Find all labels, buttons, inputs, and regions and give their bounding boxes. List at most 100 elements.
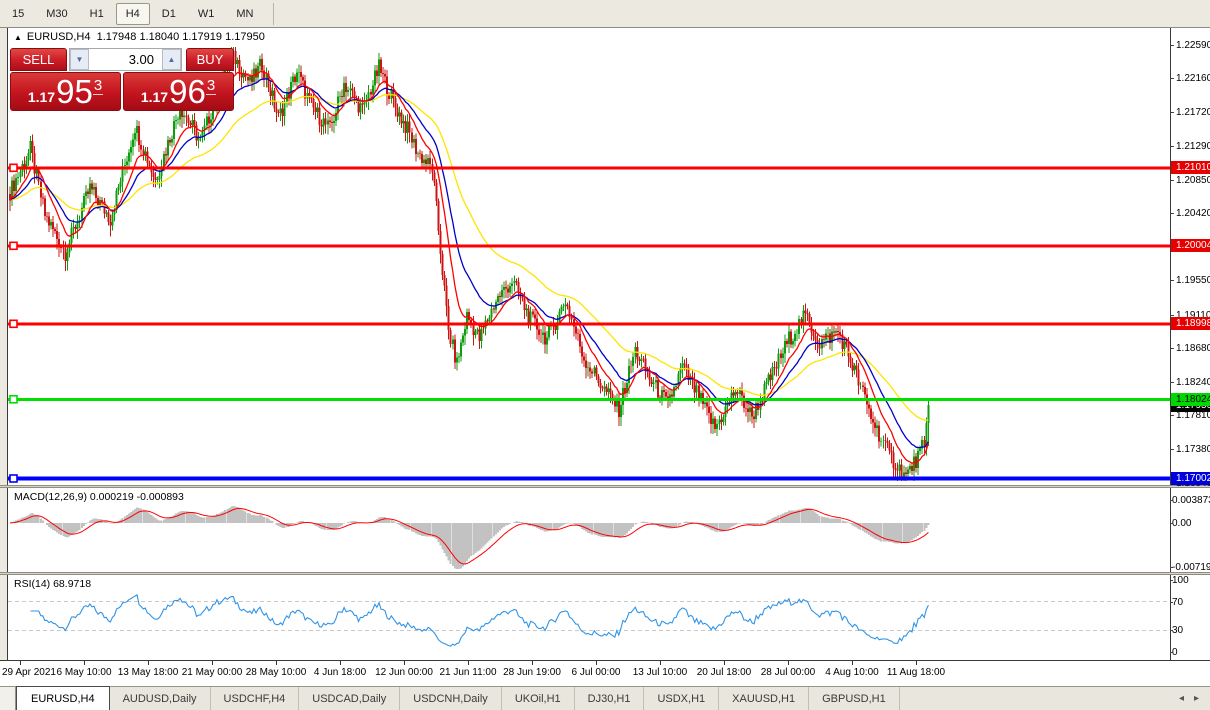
time-axis-tick-mark: [596, 661, 597, 665]
time-axis-tick-mark: [404, 661, 405, 665]
buy-price-big: 96: [169, 73, 206, 110]
line-handle-1.18024: [9, 394, 18, 404]
macd-indicator-canvas[interactable]: [8, 489, 1170, 571]
rsi-panel-separator[interactable]: [0, 572, 1210, 575]
chart-tab-usdcad-daily[interactable]: USDCAD,Daily: [299, 687, 401, 710]
macd-axis-label: 0.003873: [1170, 494, 1210, 507]
candles-down-bodies: [9, 50, 926, 479]
sell-button[interactable]: SELL: [10, 48, 67, 71]
time-axis-tick-mark: [916, 661, 917, 665]
time-axis-tick-mark: [532, 661, 533, 665]
chart-tab-usdx-h1[interactable]: USDX,H1: [644, 687, 720, 710]
price-axis-tick: 1.18680: [1171, 342, 1210, 355]
timeframe-toolbar: 15 M30 H1 H4 D1 W1 MN: [0, 0, 1210, 28]
timeframe-button-h4[interactable]: H4: [115, 3, 150, 25]
ma-line-fast: [9, 70, 930, 465]
time-axis-label: 21 Jun 11:00: [439, 667, 497, 678]
timeframe-button-15[interactable]: 15: [12, 8, 25, 20]
time-axis-label: 29 Apr 2021: [2, 667, 56, 678]
ma-line-medium: [9, 78, 929, 449]
candles-down-wicks: [9, 46, 925, 481]
time-axis-tick-mark: [276, 661, 277, 665]
time-axis[interactable]: 29 Apr 2021 6 May 10:00 13 May 18:00 21 May…: [0, 661, 1210, 686]
line-handle-1.18998: [9, 319, 18, 329]
time-axis-label: 11 Aug 18:00: [886, 667, 946, 678]
price-axis-tick: 1.22590: [1171, 39, 1210, 52]
time-axis-label: 4 Aug 10:00: [825, 667, 879, 678]
toolbar-separator: [273, 3, 275, 25]
tab-bar-stub: [0, 687, 16, 710]
timeframe-button-m30[interactable]: M30: [46, 8, 68, 20]
sell-price-prefix: 1.17: [27, 88, 56, 105]
time-axis-label: 6 May 10:00: [56, 667, 112, 678]
rsi-axis-label: 70: [1169, 596, 1184, 608]
time-axis-border: [0, 660, 1210, 661]
timeframe-button-d1[interactable]: D1: [161, 8, 176, 20]
one-click-trading-panel: SELL ▼ ▲ BUY 1.17 95 3 1.17 96 3: [10, 48, 234, 111]
time-axis-tick-mark: [20, 661, 21, 665]
price-axis-tick: 1.20420: [1171, 207, 1210, 220]
time-axis-label: 6 Jul 00:00: [571, 667, 621, 678]
macd-panel-separator[interactable]: [0, 485, 1210, 488]
volume-increase-button[interactable]: ▲: [162, 49, 181, 70]
chart-tab-xauusd-h1[interactable]: XAUUSD,H1: [719, 687, 810, 710]
rsi-line: [30, 594, 929, 647]
chart-tab-audusd-daily[interactable]: AUDUSD,Daily: [110, 687, 211, 710]
chart-tab-gbpusd-h1[interactable]: GBPUSD,H1: [809, 687, 900, 710]
price-level-label-1.20004: 1.20004: [1171, 239, 1210, 253]
time-axis-tick-mark: [788, 661, 789, 665]
price-axis-tick: 1.21290: [1171, 140, 1210, 153]
time-axis-tick-mark: [148, 661, 149, 665]
timeframe-button-mn[interactable]: MN: [236, 8, 254, 20]
line-handle-1.2101: [9, 163, 18, 173]
timeframe-button-h1[interactable]: H1: [89, 8, 104, 20]
price-axis[interactable]: 1.22590 1.22160 1.21720 1.21290 1.20850 1.204…: [1171, 28, 1210, 486]
volume-input[interactable]: [89, 49, 162, 70]
timeframe-button-w1[interactable]: W1: [197, 8, 215, 20]
sell-price-big: 95: [56, 73, 93, 110]
time-axis-label: 28 Jun 19:00: [503, 667, 561, 678]
buy-price-prefix: 1.17: [140, 88, 169, 105]
price-axis-tick: 1.21720: [1171, 106, 1210, 119]
chart-tab-ukoil-h1[interactable]: UKOil,H1: [502, 687, 575, 710]
chart-tab-eurusd-h4[interactable]: EURUSD,H4: [16, 686, 110, 710]
tab-scroll-right-icon[interactable]: ▸: [1193, 693, 1199, 704]
price-axis-tick: 1.18240: [1171, 376, 1210, 389]
chart-tab-bar: EURUSD,H4 AUDUSD,Daily USDCHF,H4 USDCAD,Dai…: [0, 686, 1210, 710]
time-axis-tick-mark: [468, 661, 469, 665]
line-handle-1.17002: [9, 474, 18, 483]
time-axis-label: 13 Jul 10:00: [632, 667, 688, 678]
volume-spinner: ▼ ▲: [69, 48, 182, 71]
chart-tab-usdcnh-daily[interactable]: USDCNH,Daily: [400, 687, 502, 710]
chart-tab-usdchf-h4[interactable]: USDCHF,H4: [211, 687, 300, 710]
price-axis-tick: 1.17380: [1171, 443, 1210, 456]
price-axis-tick: 1.20850: [1171, 174, 1210, 187]
buy-price-box[interactable]: 1.17 96 3: [123, 72, 234, 111]
buy-button[interactable]: BUY: [186, 48, 234, 71]
price-axis-tick: 1.17810: [1171, 409, 1210, 422]
volume-decrease-button[interactable]: ▼: [70, 49, 89, 70]
tab-scroll-arrows: ◂ ▸: [1174, 687, 1210, 710]
rsi-label: RSI(14) 68.9718: [14, 578, 92, 590]
window-top-border: [0, 27, 1210, 28]
candles-up-bodies: [11, 50, 930, 479]
price-axis-tick: 1.19110: [1171, 309, 1210, 322]
price-level-label-1.17002: 1.17002: [1171, 472, 1210, 485]
rsi-indicator-canvas[interactable]: [8, 576, 1170, 659]
macd-signal-line: [9, 507, 929, 565]
main-chart-canvas[interactable]: [8, 28, 1170, 486]
price-level-label-1.21010: 1.21010: [1171, 161, 1210, 175]
tabs-container: EURUSD,H4 AUDUSD,Daily USDCHF,H4 USDCAD,Dai…: [16, 686, 900, 710]
line-handle-1.20004: [9, 241, 18, 251]
tab-scroll-left-icon[interactable]: ◂: [1178, 693, 1184, 704]
chart-tab-dj30-h1[interactable]: DJ30,H1: [575, 687, 645, 710]
time-axis-tick-mark: [724, 661, 725, 665]
chart-ohlc-values: 1.17948 1.18040 1.17919 1.17950: [96, 31, 265, 43]
time-axis-tick-mark: [340, 661, 341, 665]
time-axis-label: 28 Jul 00:00: [760, 667, 816, 678]
sell-price-box[interactable]: 1.17 95 3: [10, 72, 121, 111]
chart-symbol-period: EURUSD,H4: [26, 31, 91, 43]
sell-price-pipette: 3: [92, 76, 104, 95]
time-axis-tick-mark: [852, 661, 853, 665]
